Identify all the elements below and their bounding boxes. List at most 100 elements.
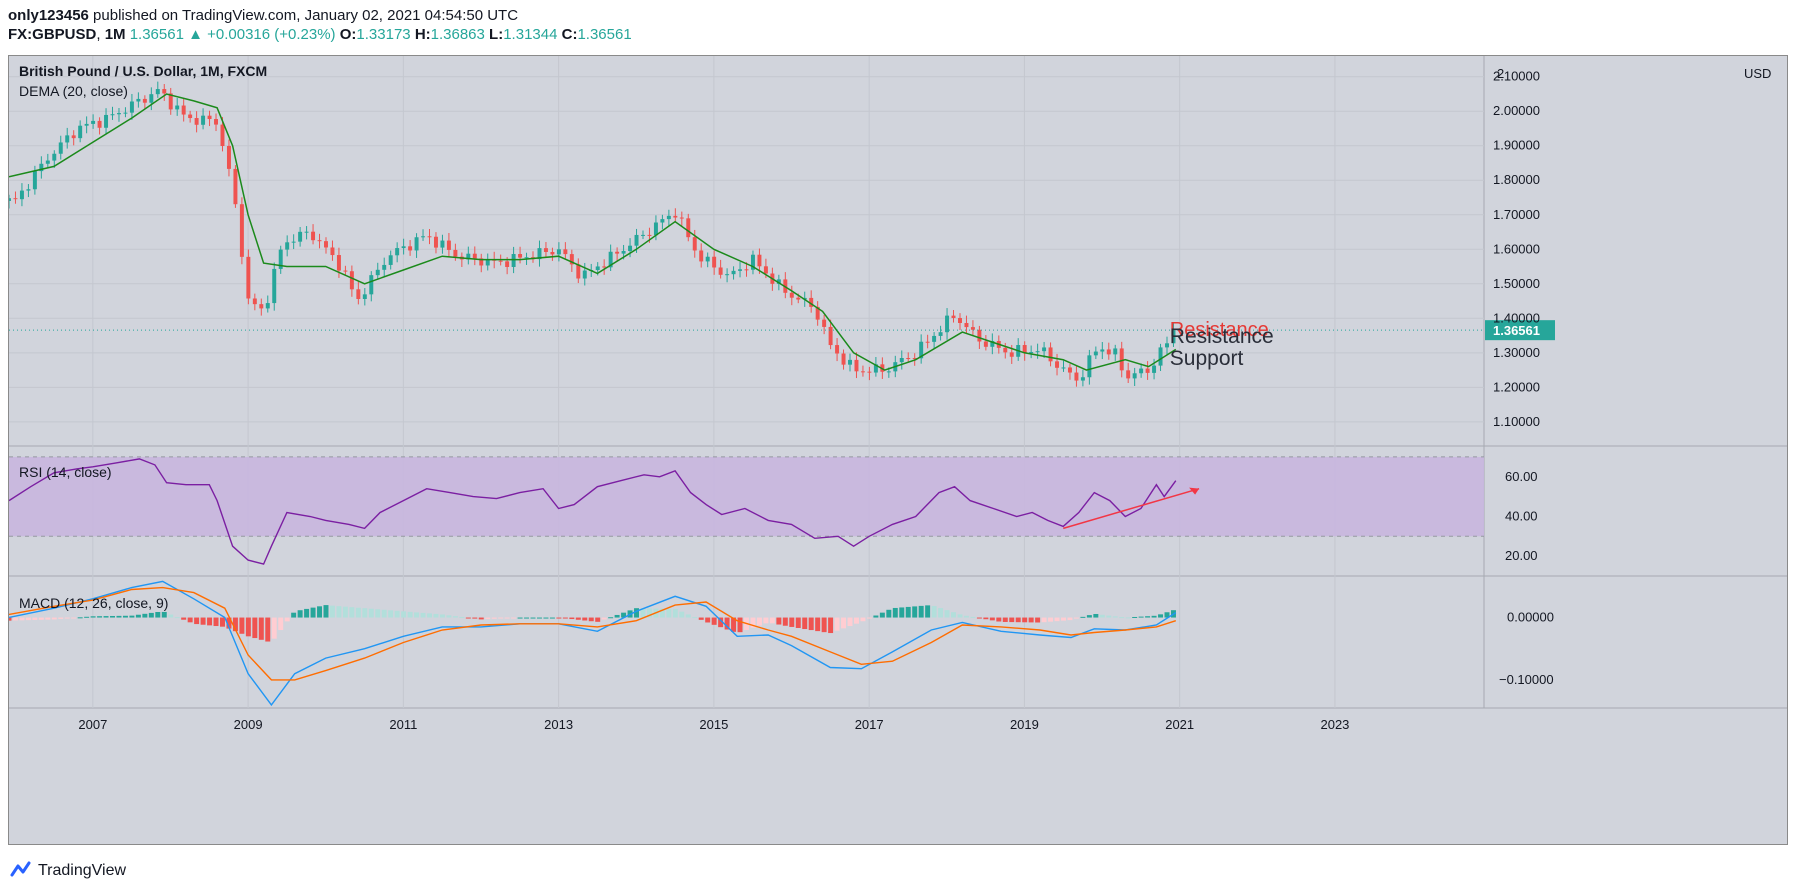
macd-histogram-bar <box>232 617 238 632</box>
time-tick-label: 2017 <box>855 717 884 732</box>
macd-histogram-bar <box>58 617 64 619</box>
candle-body <box>58 142 63 154</box>
candle-body <box>925 341 930 343</box>
macd-histogram-bar <box>860 617 866 622</box>
currency-label: USD <box>1744 66 1771 81</box>
macd-histogram-bar <box>724 617 730 630</box>
macd-histogram-bar <box>659 608 665 618</box>
tradingview-brand[interactable]: TradingView <box>8 858 126 884</box>
publisher-name[interactable]: only123456 <box>8 7 89 24</box>
macd-histogram-bar <box>478 617 484 620</box>
price-tick-label: 2.10000 <box>1493 69 1540 84</box>
rsi-tick-label: 40.00 <box>1505 508 1538 523</box>
macd-histogram-bar <box>291 612 297 618</box>
macd-histogram-bar <box>873 615 879 618</box>
macd-histogram-bar <box>692 617 698 619</box>
macd-histogram-bar <box>718 617 724 628</box>
candle-body <box>214 119 219 125</box>
dema-legend: DEMA (20, close) <box>19 83 128 99</box>
macd-histogram-bar <box>504 617 510 619</box>
candle-body <box>1119 348 1124 371</box>
price-change: +0.00316 (+0.23%) <box>207 26 336 43</box>
macd-histogram-bar <box>258 617 264 640</box>
candle-body <box>26 189 31 191</box>
macd-histogram-bar <box>1099 614 1105 618</box>
candle-body <box>369 275 374 295</box>
candle-body <box>272 268 277 304</box>
last-price-tag-text: 1.36561 <box>1493 323 1540 338</box>
candle-body <box>45 160 50 164</box>
macd-histogram-bar <box>1119 617 1125 619</box>
candle-body <box>789 292 794 298</box>
candle-body <box>330 247 335 256</box>
candle-body <box>582 270 587 279</box>
macd-histogram-bar <box>407 611 413 618</box>
candle-body <box>628 245 633 252</box>
macd-histogram-bar <box>918 605 924 618</box>
macd-histogram-bar <box>530 617 536 619</box>
candle-body <box>239 204 244 257</box>
macd-histogram-bar <box>452 616 458 618</box>
macd-histogram-bar <box>401 611 407 618</box>
tradingview-logo-text: TradingView <box>38 862 127 879</box>
candle-body <box>1055 361 1060 368</box>
candle-body <box>634 234 639 246</box>
macd-histogram-bar <box>64 617 70 619</box>
macd-histogram-bar <box>795 617 801 628</box>
rsi-trendline <box>1063 487 1200 530</box>
macd-histogram-bar <box>1093 613 1099 618</box>
candle-body <box>1100 349 1105 352</box>
candle-body <box>375 269 380 276</box>
candle-body <box>1042 347 1047 352</box>
candle-body <box>343 270 348 272</box>
candle-body <box>569 254 574 265</box>
macd-histogram-bar <box>181 617 187 620</box>
tradingview-logo-icon <box>8 861 32 882</box>
candle-body <box>1132 373 1137 379</box>
macd-histogram-bar <box>420 612 426 618</box>
macd-histogram-bar <box>220 617 225 627</box>
macd-histogram-bar <box>207 617 213 626</box>
candle-body <box>951 315 956 319</box>
macd-histogram-bar <box>983 617 989 620</box>
macd-histogram-bar <box>155 612 161 618</box>
candle-body <box>78 125 83 139</box>
candle-body <box>84 123 89 126</box>
macd-tick-label: −0.10000 <box>1499 672 1554 687</box>
chart-frame[interactable]: 1.36561 Resistance Resistance Support 1.100… <box>8 55 1788 845</box>
candle-body <box>518 254 523 258</box>
candle-body <box>440 240 445 248</box>
macd-line <box>9 580 1177 707</box>
candle-body <box>699 250 704 262</box>
macd-histogram-bar <box>122 615 128 618</box>
macd-histogram-bar <box>336 606 342 618</box>
candle-body <box>912 358 917 360</box>
candle-body <box>621 251 626 254</box>
candle-body <box>201 115 206 125</box>
price-tick-label-top: 2 <box>1497 66 1504 81</box>
macd-histogram-bar <box>601 617 607 620</box>
candle-body <box>116 113 121 115</box>
candle-body <box>479 258 484 266</box>
resistance-label: Resistance <box>1170 325 1274 348</box>
macd-histogram-bar <box>808 617 814 631</box>
macd-histogram-bar <box>71 617 77 619</box>
macd-histogram-bar <box>45 617 51 620</box>
macd-histogram-bar <box>782 617 788 626</box>
macd-histogram-bar <box>310 607 316 618</box>
macd-tick-label: 0.00000 <box>1507 610 1554 625</box>
candle-body <box>304 231 309 233</box>
candle-body <box>446 240 451 250</box>
candle-body <box>524 257 529 259</box>
candle-body <box>983 341 988 347</box>
candle-body <box>576 264 581 279</box>
candle-body <box>1029 352 1034 354</box>
macd-histogram-bar <box>957 614 963 618</box>
rsi-band <box>9 456 1484 537</box>
macd-histogram-bar <box>297 610 303 618</box>
candle-body <box>1048 347 1053 362</box>
candle-body <box>104 114 109 128</box>
candle-body <box>285 242 290 250</box>
macd-histogram-bar <box>582 617 588 621</box>
